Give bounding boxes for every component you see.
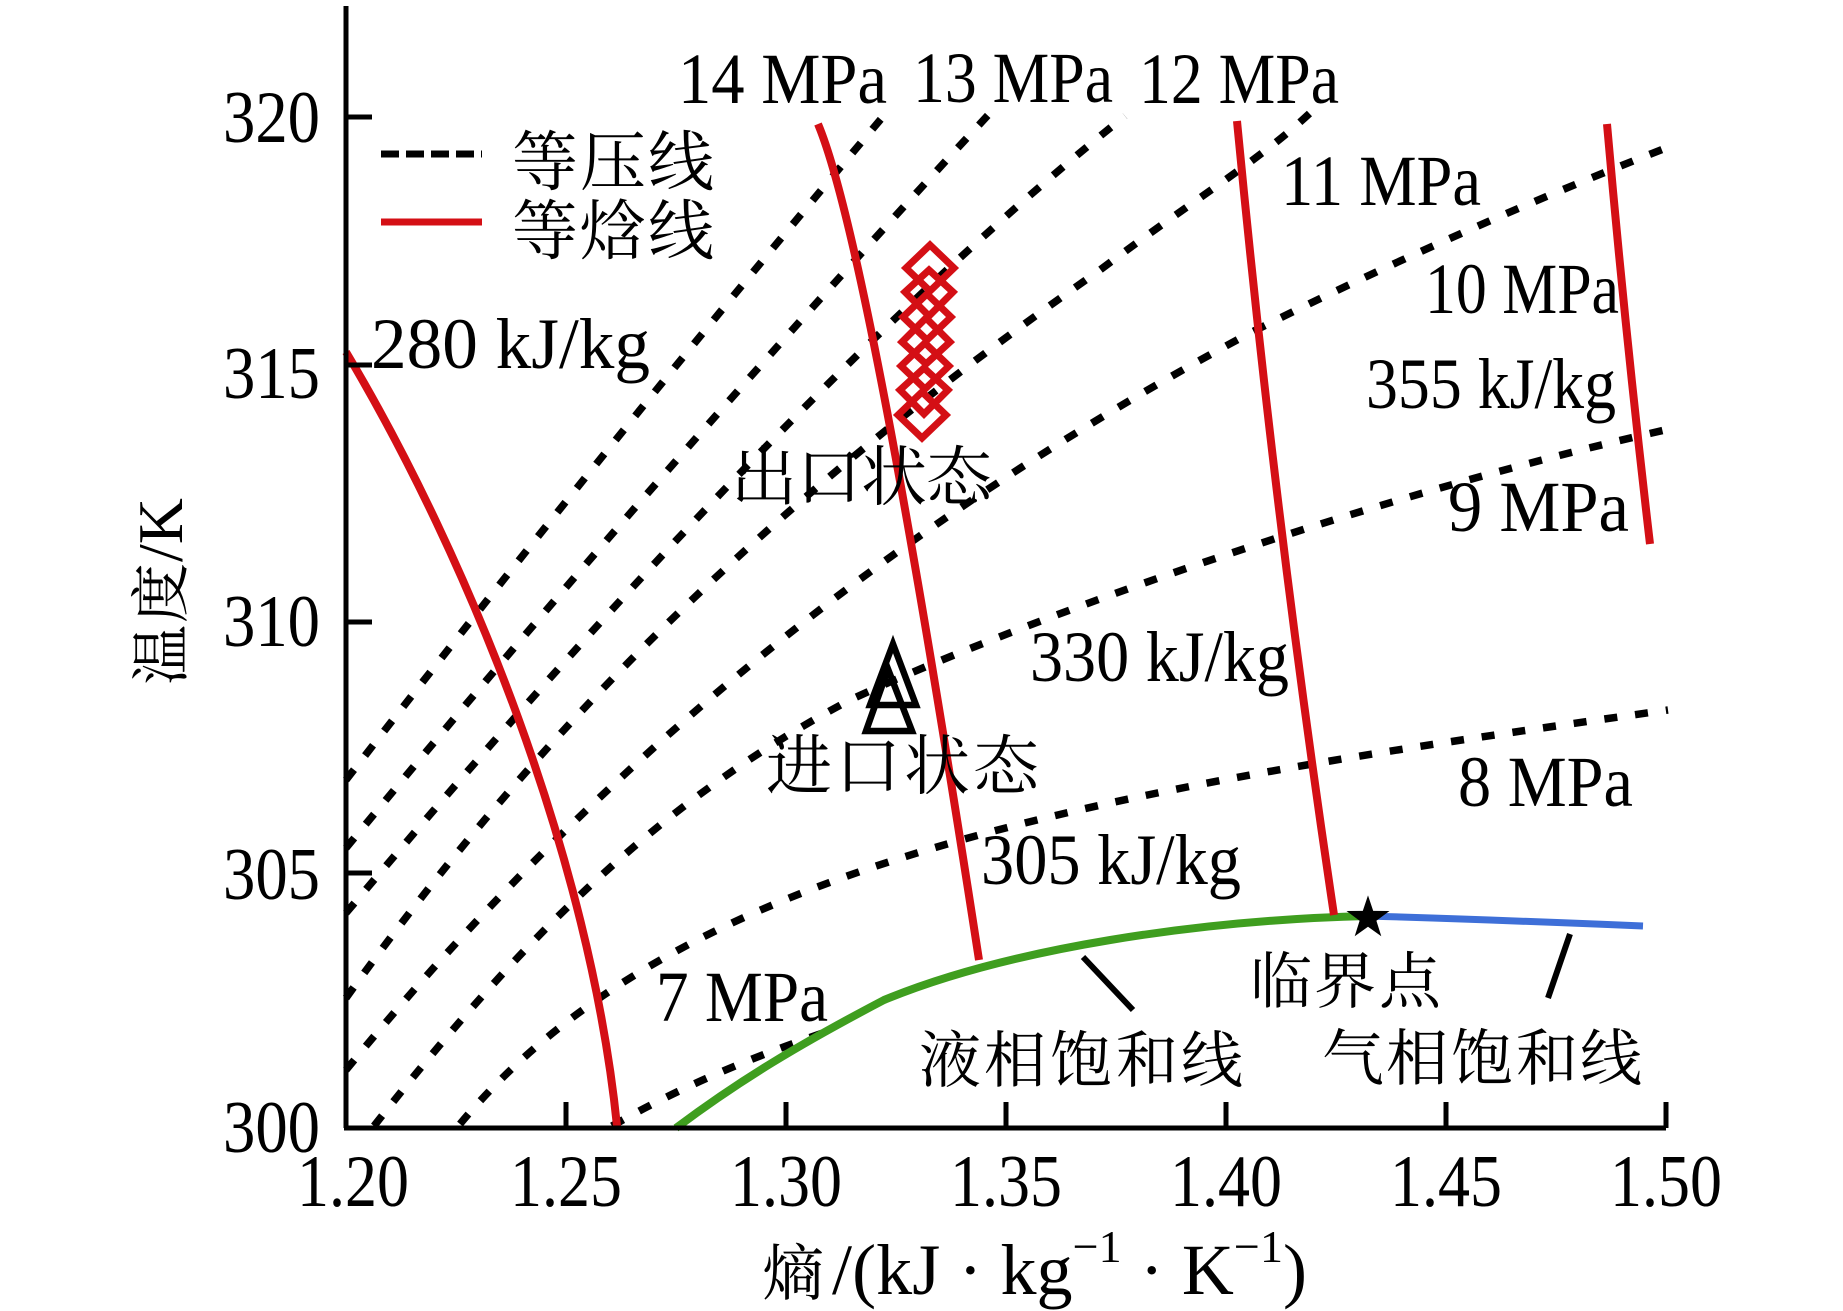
- svg-text:7 MPa: 7 MPa: [656, 957, 828, 1037]
- svg-text:280 kJ/kg: 280 kJ/kg: [371, 304, 650, 384]
- svg-text:9 MPa: 9 MPa: [1448, 467, 1629, 547]
- svg-text:310: 310: [223, 581, 320, 663]
- svg-text:1.40: 1.40: [1170, 1141, 1282, 1223]
- svg-text:355 kJ/kg: 355 kJ/kg: [1366, 344, 1616, 424]
- svg-text:8 MPa: 8 MPa: [1458, 742, 1633, 822]
- svg-text:305: 305: [223, 834, 320, 916]
- svg-text:1.45: 1.45: [1390, 1141, 1502, 1223]
- svg-text:305 kJ/kg: 305 kJ/kg: [981, 820, 1241, 900]
- svg-text:11 MPa: 11 MPa: [1281, 141, 1481, 221]
- svg-text:1.25: 1.25: [510, 1141, 622, 1223]
- svg-text:/K: /K: [125, 498, 196, 562]
- svg-text:300: 300: [223, 1087, 320, 1169]
- svg-text:/(kJ · kg−1 · K−1): /(kJ · kg−1 · K−1): [832, 1221, 1307, 1310]
- svg-text:320: 320: [223, 77, 320, 159]
- svg-text:13 MPa: 13 MPa: [913, 38, 1113, 118]
- svg-text:315: 315: [223, 333, 320, 415]
- svg-text:10 MPa: 10 MPa: [1425, 249, 1619, 329]
- svg-text:1.30: 1.30: [730, 1141, 842, 1223]
- svg-text:1.35: 1.35: [950, 1141, 1062, 1223]
- svg-text:1.50: 1.50: [1610, 1141, 1722, 1223]
- svg-text:14 MPa: 14 MPa: [678, 39, 887, 119]
- svg-text:1.20: 1.20: [297, 1141, 409, 1223]
- svg-text:330 kJ/kg: 330 kJ/kg: [1030, 617, 1289, 697]
- svg-text:12 MPa: 12 MPa: [1139, 39, 1339, 119]
